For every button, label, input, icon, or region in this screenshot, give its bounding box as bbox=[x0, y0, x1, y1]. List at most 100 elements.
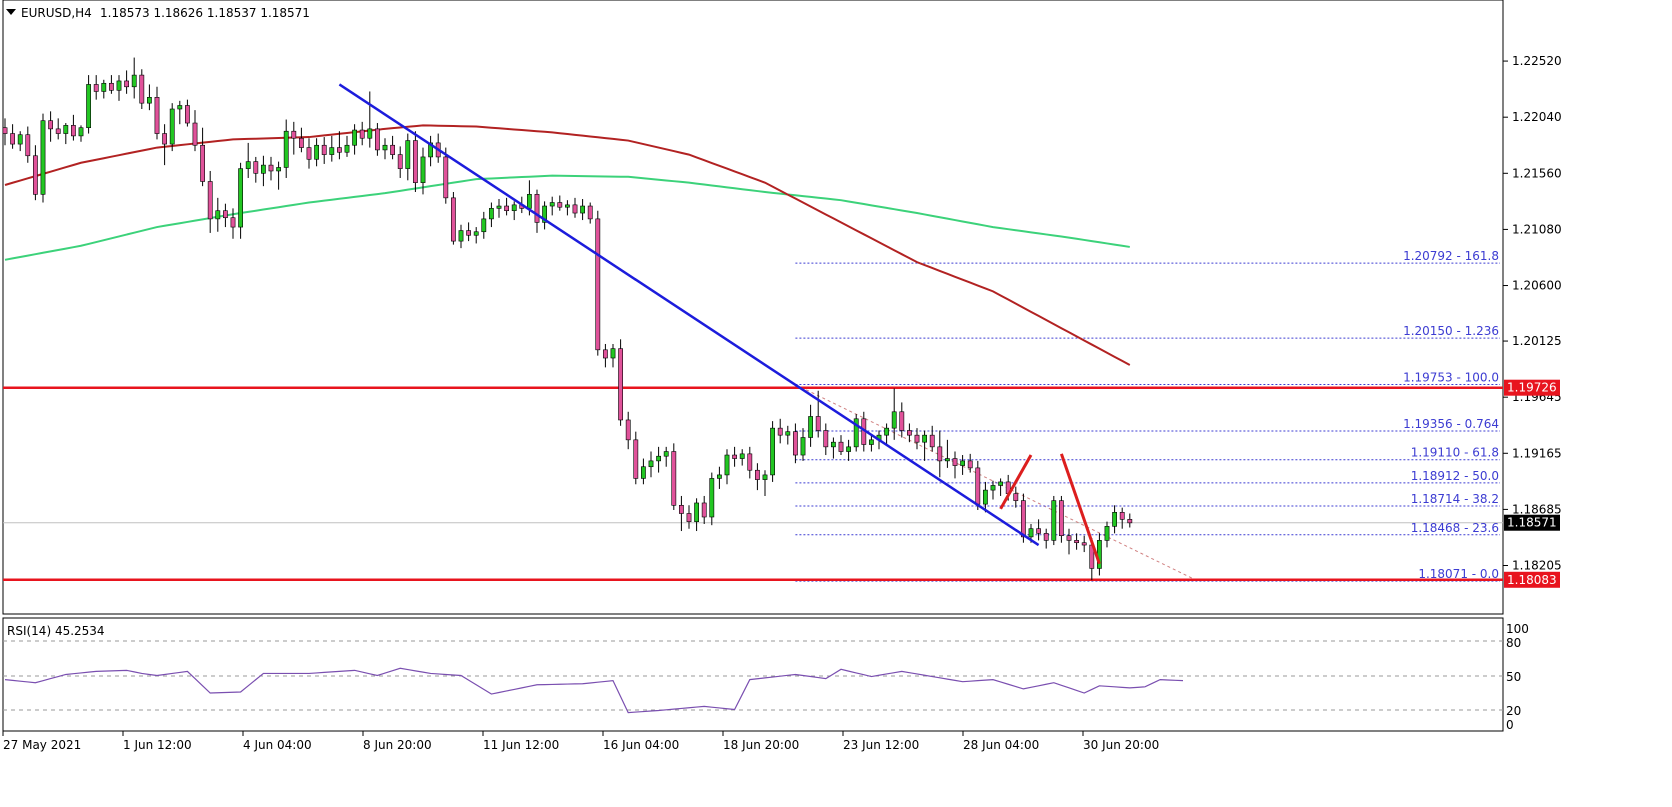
current-price-tag bbox=[1504, 514, 1560, 531]
bearish-candle bbox=[291, 130, 297, 139]
bearish-candle bbox=[1013, 493, 1019, 501]
bullish-candle bbox=[770, 427, 775, 476]
price-axis: 1.22520 1.22040 1.21560 1.21080 1.20600 1.201… bbox=[1503, 54, 1562, 588]
bullish-candle bbox=[526, 194, 532, 209]
rsi-panel-frame bbox=[2, 617, 1504, 732]
fibonacci-level-label: 1.19753 - 100.0 bbox=[1403, 371, 1499, 385]
bearish-candle bbox=[633, 439, 639, 479]
bearish-candle bbox=[412, 140, 418, 183]
fibonacci-levels: 1.20792 - 161.8 1.20150 - 1.236 1.19753 - … bbox=[795, 249, 1500, 582]
candlesticks bbox=[2, 57, 1133, 581]
bullish-candle bbox=[830, 441, 836, 448]
bearish-candle bbox=[602, 349, 608, 359]
bullish-candle bbox=[716, 474, 722, 479]
time-tick-label: 11 Jun 12:00 bbox=[483, 738, 559, 752]
rsi-level-lines bbox=[3, 640, 1503, 711]
rsi-tick-100: 100 bbox=[1506, 622, 1529, 636]
bullish-candle bbox=[78, 127, 84, 137]
bearish-candle bbox=[71, 125, 76, 137]
bullish-candle bbox=[458, 230, 464, 242]
bearish-candle bbox=[1036, 528, 1041, 534]
bullish-candle bbox=[580, 205, 585, 214]
bearish-candle bbox=[1020, 500, 1026, 538]
bearish-candle bbox=[321, 144, 327, 155]
bearish-candle bbox=[443, 156, 449, 199]
bullish-candle bbox=[17, 134, 23, 145]
bearish-candle bbox=[1119, 512, 1125, 520]
time-tick-label: 23 Jun 12:00 bbox=[843, 738, 919, 752]
time-tick-label: 27 May 2021 bbox=[3, 738, 81, 752]
bearish-candle bbox=[466, 230, 471, 236]
moving-averages bbox=[4, 124, 1131, 366]
bearish-candle bbox=[192, 122, 198, 146]
bullish-candle bbox=[496, 205, 502, 209]
bearish-candle bbox=[185, 105, 190, 124]
bullish-candle bbox=[724, 454, 730, 476]
bullish-candle bbox=[177, 105, 183, 110]
bearish-candle bbox=[139, 74, 145, 104]
bearish-candle bbox=[792, 431, 798, 456]
bearish-candle bbox=[1081, 542, 1087, 546]
bullish-candle bbox=[610, 348, 616, 359]
bullish-candle bbox=[648, 460, 654, 468]
bearish-candle bbox=[223, 210, 228, 219]
bearish-candle bbox=[929, 434, 935, 448]
bearish-candle bbox=[1059, 500, 1064, 537]
symbol-timeframe: EURUSD,H4 bbox=[21, 6, 92, 20]
bullish-candle bbox=[276, 167, 281, 172]
level-price-tag bbox=[1504, 379, 1560, 396]
bullish-candle bbox=[329, 147, 335, 155]
chart-menu-triangle-icon[interactable] bbox=[6, 9, 16, 15]
bearish-candle bbox=[109, 82, 114, 91]
bullish-candle bbox=[785, 431, 791, 436]
bullish-candle bbox=[260, 164, 266, 174]
bearish-candle bbox=[572, 204, 578, 214]
bullish-candle bbox=[549, 202, 555, 207]
bearish-candle bbox=[10, 133, 15, 145]
bearish-candle bbox=[162, 133, 167, 145]
bullish-candle bbox=[1028, 528, 1034, 538]
bearish-candle bbox=[25, 134, 31, 157]
bullish-candle bbox=[147, 97, 152, 104]
bearish-candle bbox=[754, 469, 760, 480]
bullish-candle bbox=[1104, 526, 1110, 541]
forecast-arrows bbox=[999, 453, 1101, 565]
bearish-candle bbox=[747, 453, 753, 471]
bearish-candle bbox=[32, 155, 38, 195]
rsi-tick-20: 20 bbox=[1506, 704, 1521, 718]
bullish-candle bbox=[382, 144, 388, 151]
price-tick-label: 1.21560 bbox=[1512, 166, 1562, 180]
rsi-line bbox=[4, 667, 1184, 714]
bearish-candle bbox=[207, 181, 213, 220]
bullish-candle bbox=[344, 144, 350, 153]
price-tick-label: 1.19165 bbox=[1512, 446, 1562, 460]
bullish-candle bbox=[314, 144, 319, 160]
time-tick-label: 1 Jun 12:00 bbox=[123, 738, 192, 752]
bullish-candle bbox=[990, 485, 996, 491]
bearish-candle bbox=[967, 460, 973, 469]
bearish-candle bbox=[686, 513, 692, 522]
bullish-candle bbox=[473, 231, 479, 236]
bearish-candle bbox=[899, 411, 905, 431]
bearish-candle bbox=[777, 427, 783, 436]
bearish-candle bbox=[268, 164, 274, 172]
bullish-candle bbox=[891, 411, 897, 429]
bearish-candle bbox=[2, 127, 8, 134]
bearish-candle bbox=[906, 430, 912, 436]
trendline-layer[interactable] bbox=[338, 83, 1040, 547]
bearish-candle bbox=[587, 205, 593, 220]
price-tick-label: 1.22520 bbox=[1512, 54, 1562, 68]
time-tick-label: 28 Jun 04:00 bbox=[963, 738, 1039, 752]
bullish-candle bbox=[86, 84, 91, 129]
bullish-candle bbox=[800, 437, 806, 456]
bullish-candle bbox=[367, 128, 373, 139]
bullish-candle bbox=[511, 204, 517, 212]
bearish-candle bbox=[48, 120, 53, 130]
bearish-candle bbox=[390, 144, 395, 155]
bullish-candle bbox=[169, 108, 175, 145]
fibonacci-level-label: 1.18071 - 0.0 bbox=[1418, 567, 1499, 581]
price-tick-label: 1.22040 bbox=[1512, 110, 1562, 124]
bullish-candle bbox=[998, 481, 1003, 486]
bearish-candle bbox=[154, 97, 160, 134]
